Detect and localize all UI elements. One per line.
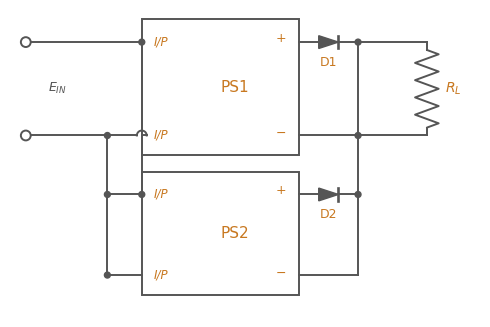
Text: $E_{IN}$: $E_{IN}$ xyxy=(49,81,67,96)
Text: −: − xyxy=(276,127,287,140)
Text: −: − xyxy=(276,267,287,280)
Text: I/P: I/P xyxy=(153,36,168,49)
Text: $R_L$: $R_L$ xyxy=(444,80,461,97)
Circle shape xyxy=(139,39,145,45)
Text: +: + xyxy=(276,32,287,45)
Text: +: + xyxy=(276,184,287,197)
Text: D2: D2 xyxy=(320,208,337,221)
Text: I/P: I/P xyxy=(153,188,168,201)
Text: PS1: PS1 xyxy=(221,80,249,95)
Circle shape xyxy=(355,192,361,198)
Text: I/P: I/P xyxy=(153,129,168,142)
Circle shape xyxy=(355,132,361,138)
Text: PS2: PS2 xyxy=(221,226,249,241)
Polygon shape xyxy=(318,36,339,48)
Polygon shape xyxy=(318,188,339,201)
Circle shape xyxy=(104,132,110,138)
Text: D1: D1 xyxy=(320,56,337,69)
Bar xyxy=(142,172,299,295)
Circle shape xyxy=(139,192,145,198)
Bar xyxy=(142,20,299,155)
Circle shape xyxy=(355,39,361,45)
Circle shape xyxy=(104,272,110,278)
Text: I/P: I/P xyxy=(153,268,168,282)
Circle shape xyxy=(104,192,110,198)
